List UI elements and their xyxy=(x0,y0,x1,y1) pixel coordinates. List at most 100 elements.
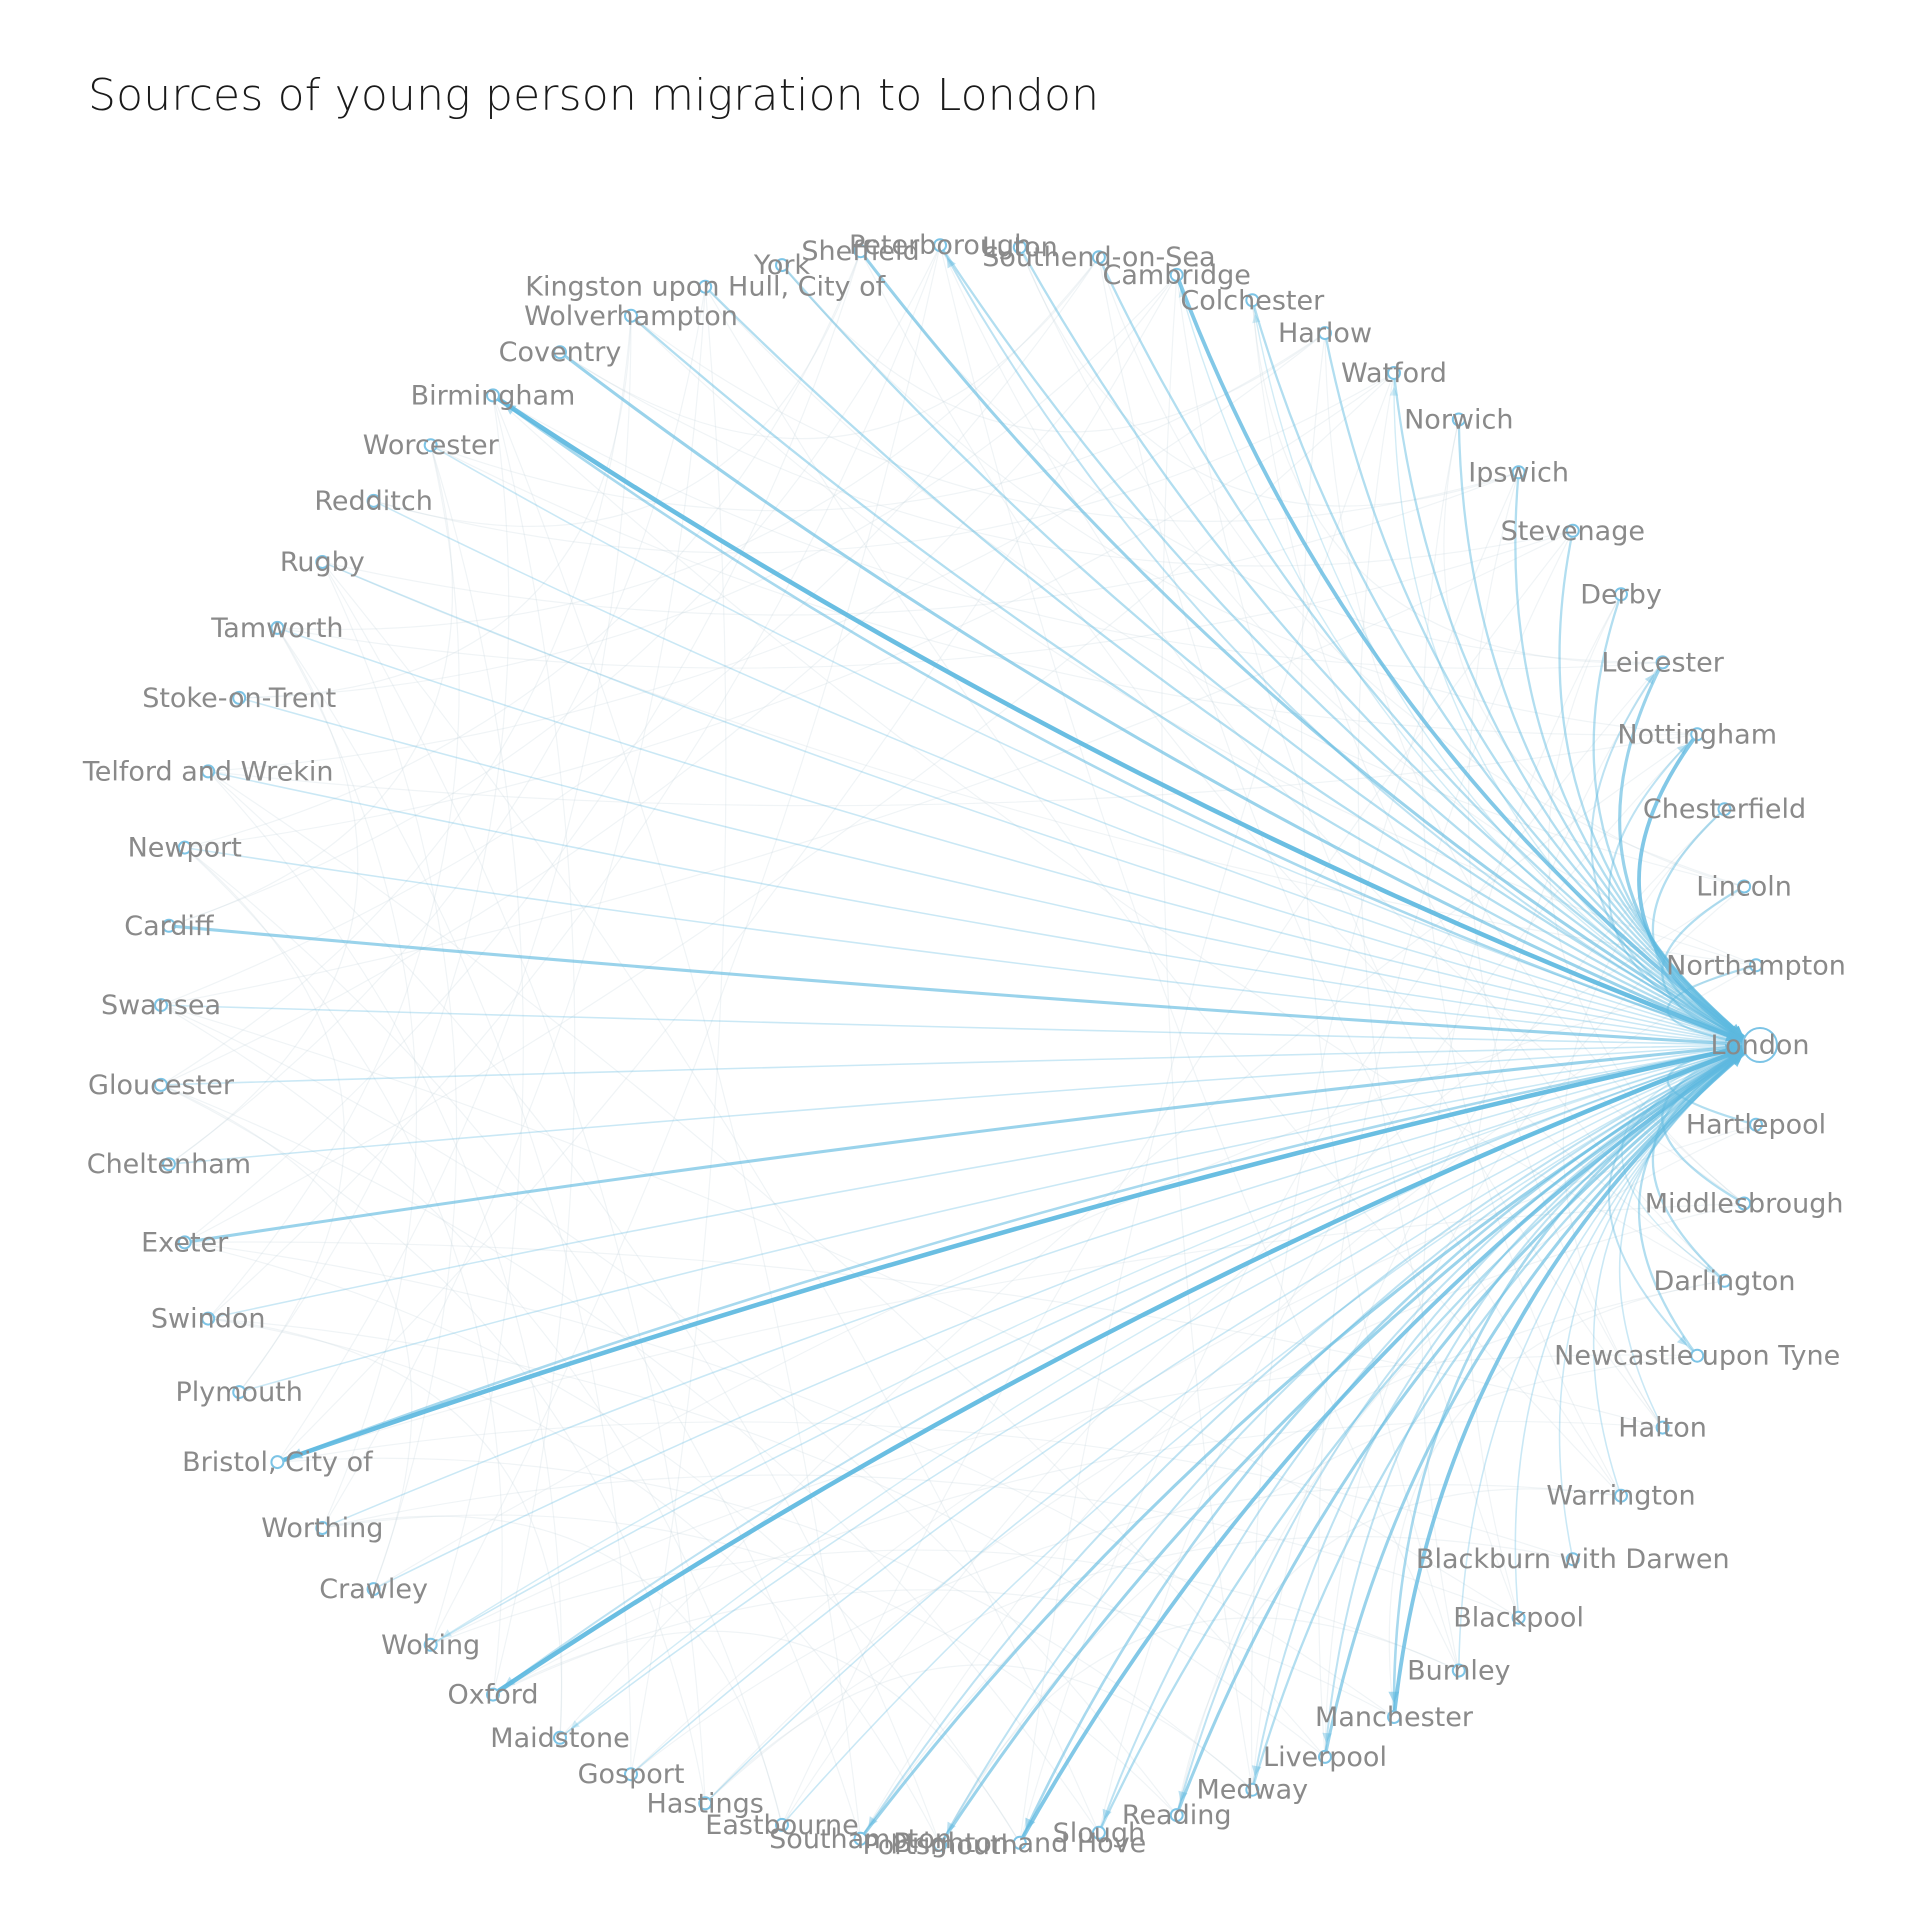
flow-edge-portsmouth-to-london xyxy=(938,1043,1755,1846)
label-exeter: Exeter xyxy=(141,1227,229,1258)
arrowhead-london-to-peterborough xyxy=(946,257,956,269)
background-edge xyxy=(160,315,632,1086)
node-coventry xyxy=(553,345,567,360)
background-edge xyxy=(322,1474,1519,1619)
flow-edge-london-to-watford xyxy=(1393,372,1755,1046)
background-edge xyxy=(704,286,1622,1497)
flow-edge-london-to-medway xyxy=(1251,1044,1755,1790)
label-london: London xyxy=(1711,1030,1810,1061)
node-middlesbrough xyxy=(1737,1196,1752,1211)
background-edge xyxy=(630,286,727,1775)
node-norwich xyxy=(1451,412,1466,427)
flow-edge-woking-to-london xyxy=(430,1044,1755,1646)
arrowhead-norwich-to-london xyxy=(1732,1025,1744,1036)
arrowhead-london-to-watford xyxy=(1389,387,1398,396)
flow-edge-brighton-and-hove-to-london xyxy=(1018,1043,1756,1844)
node-birmingham xyxy=(486,388,500,403)
label-bristol-city-of: Bristol, City of xyxy=(182,1447,374,1478)
flow-edge-maidstone-to-london xyxy=(559,1044,1755,1739)
node-cardiff xyxy=(161,918,176,933)
node-ipswich xyxy=(1511,465,1526,480)
node-gloucester xyxy=(154,1077,168,1092)
label-watford: Watford xyxy=(1341,358,1447,389)
flow-edge-norwich-to-london xyxy=(1457,419,1755,1046)
background-edge xyxy=(160,1084,706,1804)
label-newcastle-upon-tyne: Newcastle upon Tyne xyxy=(1554,1341,1840,1372)
node-worthing xyxy=(315,1521,330,1535)
node-eastbourne xyxy=(775,1817,789,1832)
flow-edge-stevenage-to-london xyxy=(1558,530,1755,1046)
flow-edge-bristol-city-of-to-london xyxy=(276,1042,1755,1465)
arrowhead-london-to-manchester xyxy=(1388,1691,1400,1703)
background-edge xyxy=(373,964,1757,1590)
background-edge xyxy=(160,256,1100,1006)
background-edge xyxy=(430,245,941,1646)
background-edge xyxy=(184,1241,1021,1844)
flow-edge-derby-to-london xyxy=(1592,593,1755,1046)
background-edge xyxy=(160,1004,1178,1816)
label-lincoln: Lincoln xyxy=(1696,872,1792,903)
background-edge xyxy=(630,1484,1622,1775)
label-southend-on-sea: Southend-on-Sea xyxy=(982,242,1215,273)
flow-edge-cambridge-to-london xyxy=(1174,274,1756,1047)
node-oxford xyxy=(486,1687,500,1702)
background-edge xyxy=(1357,372,1520,1618)
node-woking xyxy=(423,1637,438,1652)
label-medway: Medway xyxy=(1196,1775,1308,1806)
background-edge xyxy=(630,315,1757,966)
background-edge xyxy=(939,245,1460,1671)
arrowhead-london-to-woking xyxy=(442,1629,452,1638)
flow-edge-cardiff-to-london xyxy=(168,924,1755,1047)
background-edge xyxy=(1251,300,1725,1282)
background-edge xyxy=(168,244,941,927)
background-edge xyxy=(207,770,941,1846)
label-leicester: Leicester xyxy=(1601,647,1724,678)
background-edge xyxy=(1388,1280,1725,1718)
arrowhead-swansea-to-london xyxy=(1731,1040,1740,1049)
flow-edge-harlow-to-london xyxy=(1323,332,1755,1046)
flow-edge-london-to-reading xyxy=(1175,1044,1755,1816)
arrowhead-peterborough-to-london xyxy=(1731,1028,1743,1038)
background-edge xyxy=(208,1318,563,1738)
label-middlesbrough: Middlesbrough xyxy=(1645,1189,1844,1220)
flow-edge-peterborough-to-london xyxy=(939,244,1755,1046)
background-edge xyxy=(1176,1124,1757,1816)
flow-edge-london-to-slough xyxy=(1097,1044,1755,1834)
background-edge xyxy=(239,315,632,699)
background-edge xyxy=(322,1515,783,1826)
background-edge xyxy=(939,1355,1698,1846)
node-liverpool xyxy=(1318,1749,1332,1764)
background-edge xyxy=(160,1084,413,1590)
label-nottingham: Nottingham xyxy=(1617,719,1777,750)
flow-edge-oxford-to-london xyxy=(491,1042,1755,1697)
background-edge xyxy=(1098,257,1745,888)
node-burnley xyxy=(1451,1663,1466,1678)
arrowhead-london-to-nottingham xyxy=(1676,744,1688,755)
background-edge xyxy=(1250,472,1520,1790)
node-manchester xyxy=(1387,1710,1401,1724)
background-edge xyxy=(276,627,417,1529)
background-edge xyxy=(184,372,1395,849)
background-edge xyxy=(276,274,1178,1463)
flow-edge-southend-on-sea-to-london xyxy=(1097,256,1755,1046)
flow-edge-london-to-peterborough xyxy=(939,244,1755,1046)
arrowhead-southend-on-sea-to-london xyxy=(1731,1027,1743,1037)
chart-title: Sources of young person migration to Lon… xyxy=(88,70,1100,121)
node-swansea xyxy=(154,998,168,1013)
background-edge xyxy=(184,847,862,1839)
node-kingston-upon-hull-city-of xyxy=(698,279,713,294)
label-worthing: Worthing xyxy=(261,1513,383,1544)
background-edge xyxy=(160,274,1178,1086)
label-southampton: Southampton xyxy=(769,1824,952,1855)
background-edge xyxy=(939,244,1745,1204)
background-edge xyxy=(1161,274,1253,1790)
node-derby xyxy=(1614,587,1628,602)
node-medway xyxy=(1245,1782,1260,1797)
node-london xyxy=(1742,1027,1778,1063)
flow-edge-blackburn-with-darwen-to-london xyxy=(1558,1044,1755,1560)
flow-edge-york-to-london xyxy=(781,264,1755,1047)
background-edge xyxy=(1098,257,1622,1497)
arrowhead-harlow-to-london xyxy=(1732,1026,1744,1037)
node-hastings xyxy=(698,1796,713,1811)
background-edge xyxy=(630,1124,1757,1775)
